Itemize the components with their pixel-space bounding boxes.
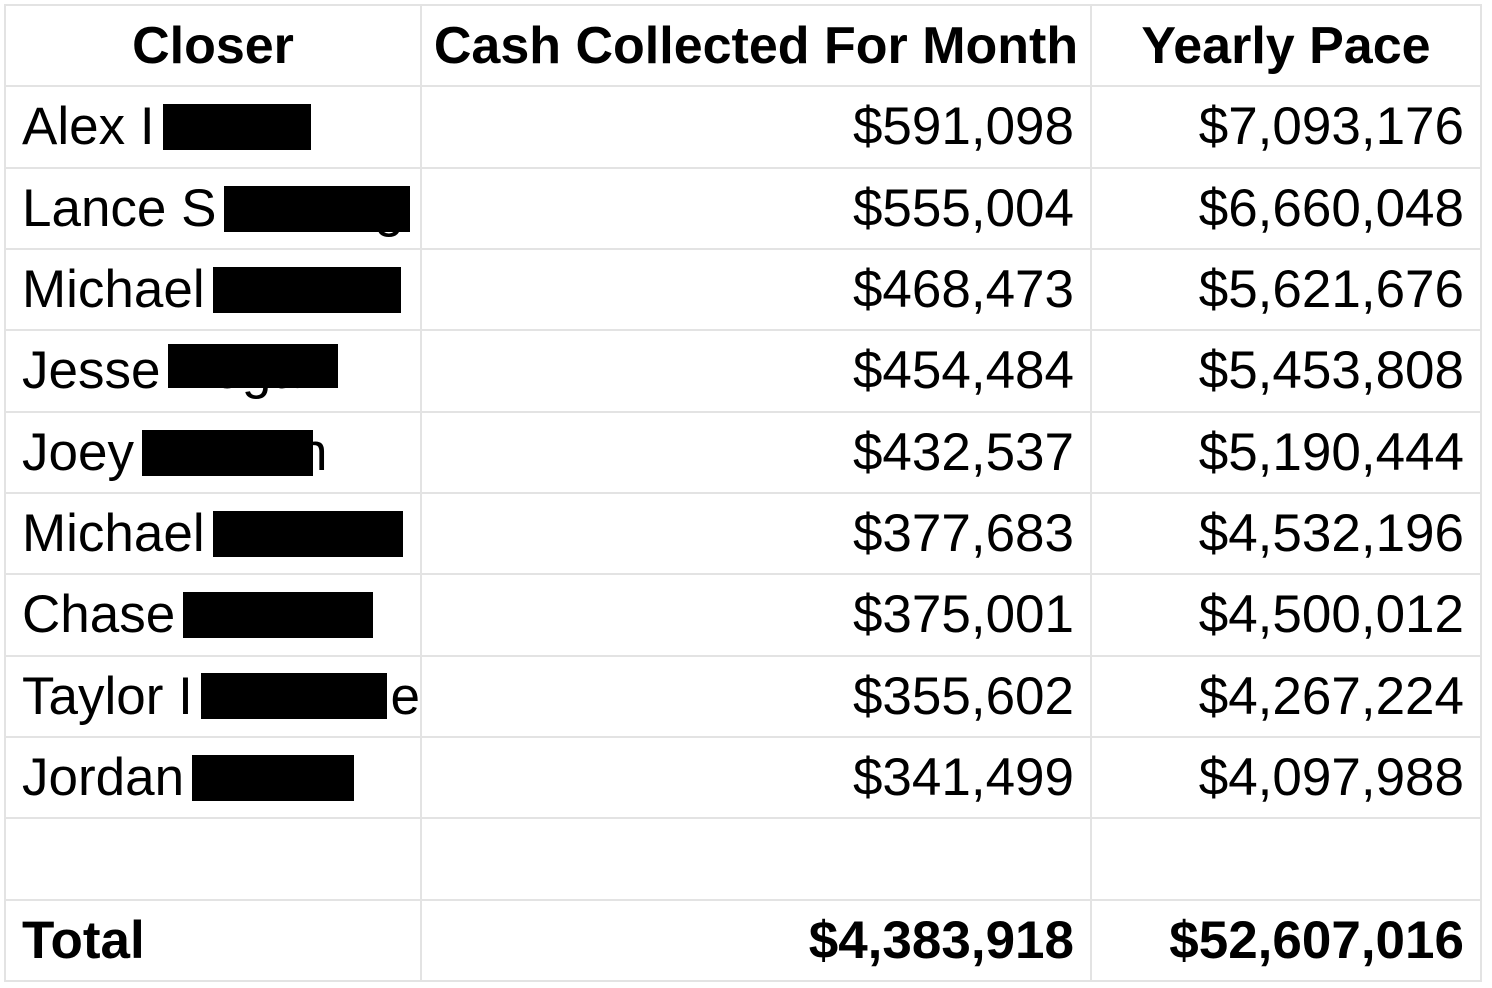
header-cell-closer[interactable]: Closer	[6, 6, 420, 86]
cash-collected-cell[interactable]: $591,098	[422, 87, 1090, 167]
cash-collected-cell[interactable]: $355,602	[422, 656, 1090, 736]
closer-name: Chase	[22, 585, 176, 645]
cash-collected-cell[interactable]: $468,473	[422, 250, 1090, 330]
closer-name-cell[interactable]: Michael	[6, 494, 420, 574]
closer-name-cell[interactable]: Lance Sg	[6, 168, 420, 248]
yearly-pace-cell[interactable]: $6,660,048	[1092, 168, 1480, 248]
closer-name: Joey	[22, 422, 134, 482]
cash-collected-cell[interactable]: $341,499	[422, 738, 1090, 818]
redaction-box	[224, 185, 410, 232]
redaction-box	[192, 754, 355, 801]
header-cell-cash-collected[interactable]: Cash Collected For Month	[422, 6, 1090, 86]
yearly-pace-cell[interactable]: $7,093,176	[1092, 87, 1480, 167]
closer-name-cell[interactable]: Jordan	[6, 738, 420, 818]
spreadsheet-table: Closer Cash Collected For Month Yearly P…	[4, 4, 1482, 982]
total-pace-cell[interactable]: $52,607,016	[1092, 900, 1480, 980]
closer-name-cell[interactable]: Taylor I e	[6, 656, 420, 736]
redaction-box	[162, 103, 311, 150]
closer-name-cell[interactable]: Chase	[6, 575, 420, 655]
yearly-pace-cell[interactable]: $4,267,224	[1092, 656, 1480, 736]
closer-name: Jordan	[22, 748, 185, 808]
yearly-pace-cell[interactable]: $5,621,676	[1092, 250, 1480, 330]
yearly-pace-cell[interactable]: $4,500,012	[1092, 575, 1480, 655]
total-cash-cell[interactable]: $4,383,918	[422, 900, 1090, 980]
yearly-pace-cell[interactable]: $4,532,196	[1092, 494, 1480, 574]
closer-name: Lance S	[22, 178, 217, 238]
cash-collected-cell[interactable]: $432,537	[422, 412, 1090, 492]
cash-collected-cell[interactable]: $377,683	[422, 494, 1090, 574]
header-label: Cash Collected For Month	[433, 16, 1079, 75]
closer-name-cell[interactable]: Alex I	[6, 87, 420, 167]
closer-name: Jesse	[22, 341, 161, 401]
cash-collected-cell[interactable]: $555,004	[422, 168, 1090, 248]
header-label: Closer	[132, 16, 294, 75]
empty-cell[interactable]	[1092, 819, 1480, 899]
closer-name: Michael	[22, 504, 205, 564]
closer-name: Alex I	[22, 97, 155, 157]
yearly-pace-cell[interactable]: $5,190,444	[1092, 412, 1480, 492]
yearly-pace-cell[interactable]: $5,453,808	[1092, 331, 1480, 411]
redacted-name: n	[141, 426, 327, 479]
closer-name-cell[interactable]: Jesseogan	[6, 331, 420, 411]
empty-cell[interactable]	[422, 819, 1090, 899]
header-cell-yearly-pace[interactable]: Yearly Pace	[1092, 6, 1480, 86]
redaction-box	[212, 266, 401, 313]
yearly-pace-cell[interactable]: $4,097,988	[1092, 738, 1480, 818]
cash-collected-cell[interactable]: $375,001	[422, 575, 1090, 655]
redacted-name: g	[224, 182, 410, 235]
name-suffix: e	[390, 666, 420, 726]
redaction-box	[212, 510, 403, 557]
closer-name-cell[interactable]: Joeyn	[6, 412, 420, 492]
cash-collected-cell[interactable]: $454,484	[422, 331, 1090, 411]
redaction-box	[183, 591, 374, 638]
redacted-name: ogan	[168, 344, 339, 397]
redaction-box	[168, 344, 339, 389]
redaction-box	[141, 429, 314, 476]
header-label: Yearly Pace	[1141, 16, 1431, 75]
redaction-box	[200, 673, 387, 720]
empty-cell[interactable]	[6, 819, 420, 899]
closer-name: Michael	[22, 260, 205, 320]
closer-name-cell[interactable]: Michael	[6, 250, 420, 330]
total-label-cell[interactable]: Total	[6, 900, 420, 980]
closer-name: Taylor I	[22, 666, 193, 726]
